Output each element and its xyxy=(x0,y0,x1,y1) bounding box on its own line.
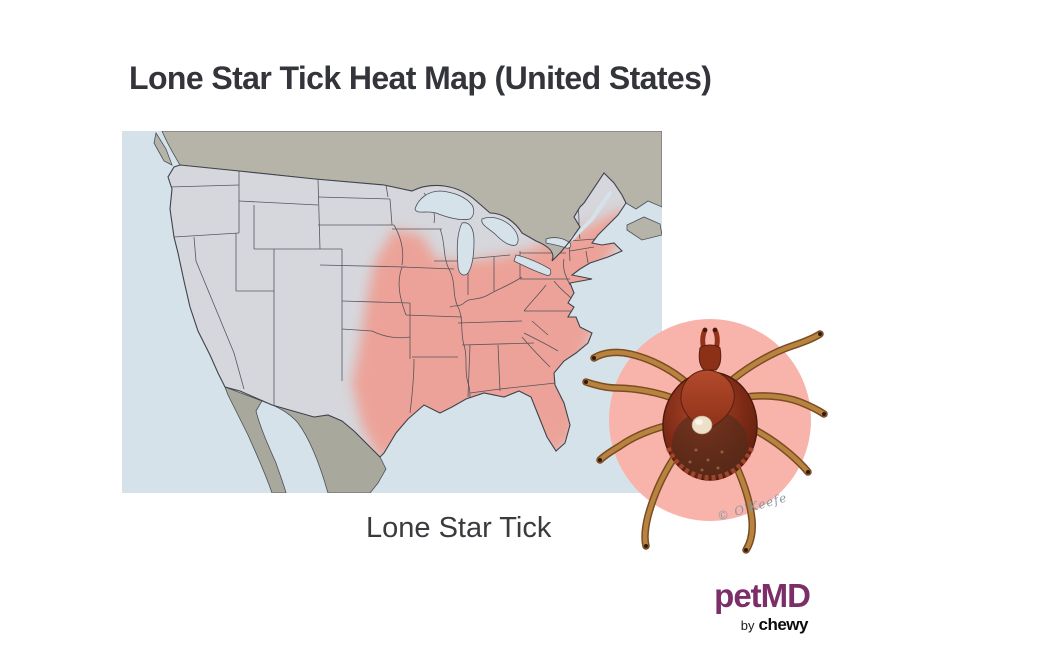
chewy-wordmark: chewy xyxy=(758,615,809,634)
tick-legs xyxy=(582,330,828,554)
map-caption: Lone Star Tick xyxy=(366,512,552,544)
tick-head xyxy=(698,327,722,371)
lake-michigan xyxy=(456,222,475,276)
st-lawrence-river xyxy=(570,191,612,241)
petmd-logo: petMD by chewy xyxy=(714,577,811,635)
festoons xyxy=(665,446,755,481)
byline-prefix: by xyxy=(740,618,755,633)
tick-illustration xyxy=(578,304,842,564)
byline: by chewy xyxy=(740,615,809,635)
lone-star-spot xyxy=(691,415,713,435)
lake-erie xyxy=(513,254,552,276)
tick-body xyxy=(662,369,758,481)
nova-scotia xyxy=(626,216,662,241)
lake-ontario xyxy=(545,237,572,249)
great-lakes xyxy=(414,190,572,276)
tick-range-overlay xyxy=(352,209,626,457)
us-heat-map xyxy=(122,131,662,493)
body-speckles xyxy=(688,448,724,472)
baja-peninsula xyxy=(224,386,287,493)
petmd-wordmark: petMD xyxy=(714,577,811,614)
state-borders xyxy=(168,171,597,414)
tick-illustration-svg xyxy=(582,319,828,554)
vancouver-island xyxy=(153,131,173,166)
lake-huron xyxy=(481,217,519,246)
leg-claws xyxy=(584,332,826,552)
page-title: Lone Star Tick Heat Map (United States) xyxy=(129,60,712,96)
us-heat-map-svg xyxy=(122,131,662,493)
lake-superior xyxy=(414,190,475,220)
